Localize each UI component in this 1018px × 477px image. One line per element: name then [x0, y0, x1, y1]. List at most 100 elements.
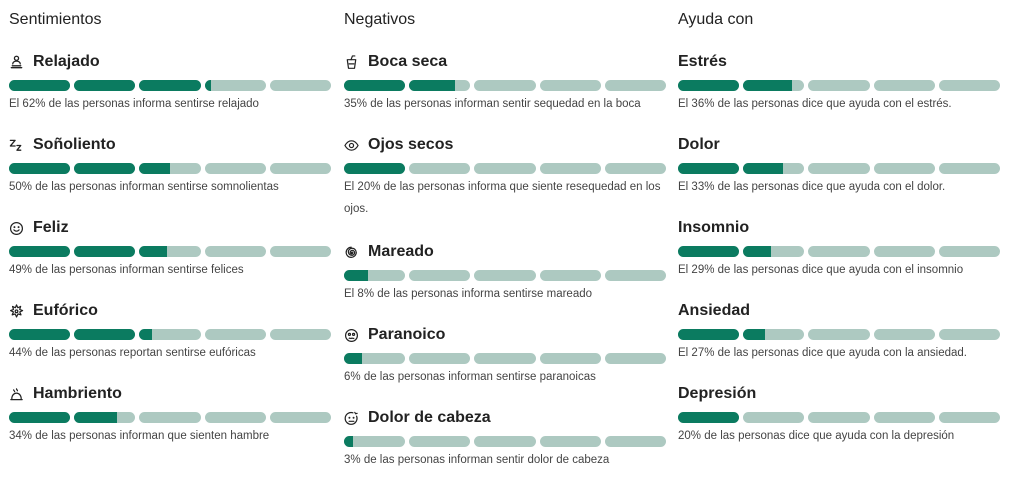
bar-segment [139, 412, 201, 423]
effect-description: 50% de las personas informan sentirse so… [9, 181, 279, 193]
bar-fill [9, 246, 71, 257]
bar-segment [678, 163, 740, 174]
bar-fill [139, 163, 170, 174]
bar-segment [269, 163, 331, 174]
bar-segment [474, 80, 536, 91]
bar-segment [808, 246, 870, 257]
effect-label: Feliz [33, 219, 69, 236]
bar-segment [9, 163, 71, 174]
bar-segment [743, 80, 805, 91]
burst-icon [9, 302, 33, 320]
bar-segment [409, 163, 471, 174]
effect-description: 49% de las personas informan sentirse fe… [9, 264, 244, 276]
effect-item-euforico: Eufórico 44% de las personas reportan se… [9, 300, 339, 364]
effect-label: Ojos secos [368, 136, 454, 153]
effect-label: Eufórico [33, 302, 98, 319]
effect-description: 35% de las personas informan sentir sequ… [344, 98, 641, 110]
bar-segment [409, 80, 471, 91]
bar-fill [678, 246, 740, 257]
condition-item-ansiedad: Ansiedad El 27% de las personas dice que… [678, 300, 1008, 364]
effect-label: Boca seca [368, 53, 448, 70]
bar-fill [344, 353, 363, 364]
bar-fill [9, 329, 71, 340]
bar-segment [409, 353, 471, 364]
condition-description: 20% de las personas dice que ayuda con l… [678, 430, 955, 442]
percent-bar [678, 329, 1000, 340]
bar-fill [74, 246, 136, 257]
bar-fill [743, 163, 783, 174]
sleep-icon [9, 136, 33, 154]
effect-item-ojos-secos: Ojos secos El 20% de las personas inform… [344, 134, 670, 220]
bar-segment [139, 246, 201, 257]
condition-description: El 36% de las personas dice que ayuda co… [678, 98, 952, 110]
bar-segment [139, 329, 201, 340]
effect-description: El 8% de las personas informa sentirse m… [344, 288, 593, 300]
effect-label: Soñoliento [33, 136, 116, 153]
bar-fill [344, 270, 369, 281]
bar-segment [678, 412, 740, 423]
bar-segment [539, 80, 601, 91]
bar-segment [474, 163, 536, 174]
bar-fill [409, 80, 456, 91]
bar-segment [9, 412, 71, 423]
effect-item-mareado: Mareado El 8% de las personas informa se… [344, 241, 670, 305]
condition-description: El 27% de las personas dice que ayuda co… [678, 347, 967, 359]
bar-segment [808, 80, 870, 91]
bar-segment [873, 163, 935, 174]
bar-segment [269, 329, 331, 340]
bar-fill [74, 412, 118, 423]
bar-segment [678, 80, 740, 91]
bar-segment [873, 329, 935, 340]
bar-segment [409, 436, 471, 447]
bar-fill [743, 80, 793, 91]
effect-label: Paranoico [368, 326, 446, 343]
bar-segment [204, 163, 266, 174]
bar-segment [604, 163, 666, 174]
bar-fill [74, 163, 136, 174]
bar-fill [344, 436, 354, 447]
bar-segment [9, 246, 71, 257]
condition-item-estres: Estrés El 36% de las personas dice que a… [678, 51, 1008, 115]
bar-segment [269, 412, 331, 423]
condition-item-depresion: Depresión 20% de las personas dice que a… [678, 383, 1008, 447]
condition-description: El 33% de las personas dice que ayuda co… [678, 181, 946, 193]
effect-item-paranoico: Paranoico 6% de las personas informan se… [344, 324, 670, 388]
cup-icon [344, 53, 368, 71]
percent-bar [678, 246, 1000, 257]
bar-segment [344, 163, 406, 174]
spiral-icon [344, 243, 368, 261]
bar-fill [678, 163, 740, 174]
column-title: Ayuda con [678, 11, 754, 28]
percent-bar [678, 163, 1000, 174]
bar-segment [873, 80, 935, 91]
bar-segment [9, 80, 71, 91]
paranoid-face-icon [344, 326, 368, 344]
condition-label: Dolor [678, 136, 720, 153]
bar-segment [474, 436, 536, 447]
bar-fill [743, 246, 771, 257]
bar-fill [9, 80, 71, 91]
bar-segment [74, 80, 136, 91]
smile-icon [9, 219, 33, 237]
bar-segment [743, 412, 805, 423]
bar-fill [74, 80, 136, 91]
bar-segment [743, 329, 805, 340]
bar-segment [604, 80, 666, 91]
effect-label: Relajado [33, 53, 100, 70]
bar-fill [678, 412, 740, 423]
bar-segment [743, 246, 805, 257]
effect-description: El 20% de las personas informa que sient… [344, 181, 661, 215]
bar-segment [139, 80, 201, 91]
effect-item-dolor-de-cabeza: Dolor de cabeza 3% de las personas infor… [344, 407, 670, 471]
bar-segment [604, 270, 666, 281]
bar-segment [808, 163, 870, 174]
headache-face-icon [344, 409, 368, 427]
effect-item-hambriento: Hambriento 34% de las personas informan … [9, 383, 339, 447]
percent-bar [344, 163, 666, 174]
percent-bar [344, 353, 666, 364]
food-icon [9, 385, 33, 403]
bar-segment [9, 329, 71, 340]
bar-segment [74, 412, 136, 423]
bar-fill [74, 329, 136, 340]
bar-segment [344, 80, 406, 91]
